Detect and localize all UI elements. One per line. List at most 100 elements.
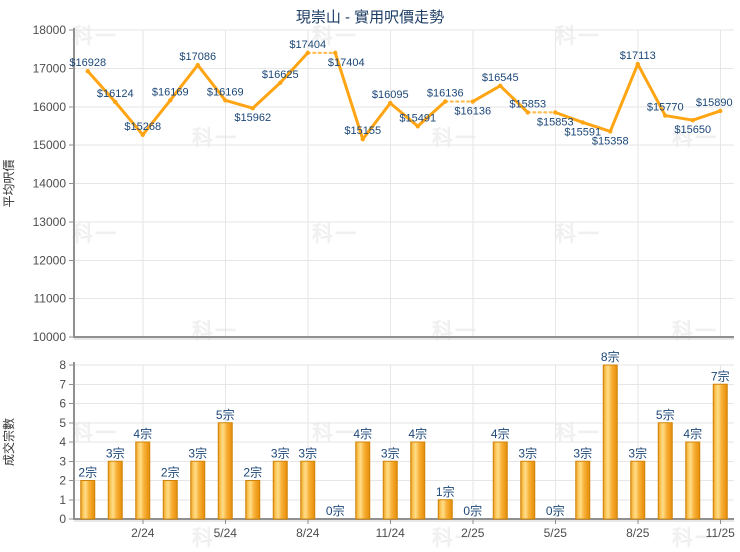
data-point	[195, 62, 200, 68]
x-tick-label: 2/25	[461, 526, 485, 540]
price-data-label: $15491	[399, 112, 436, 124]
volume-bar	[685, 441, 701, 520]
price-line-segment	[691, 109, 722, 122]
price-line-segment	[196, 63, 227, 102]
price-data-label: $16545	[482, 72, 519, 84]
data-point	[498, 83, 503, 89]
data-point	[415, 124, 420, 129]
volume-ytick-label: 8	[59, 358, 66, 372]
price-line-segment	[471, 84, 502, 104]
volume-bar	[245, 480, 261, 520]
price-line-segment	[113, 100, 145, 137]
volume-bar	[520, 460, 536, 520]
volume-bar	[107, 460, 123, 520]
volume-bar	[300, 460, 316, 520]
price-line-segment	[168, 63, 200, 102]
watermark: 科一	[192, 527, 238, 550]
watermark: 科一	[72, 25, 118, 48]
price-line-segment	[663, 114, 695, 122]
price-data-label: $16136	[454, 106, 491, 118]
price-data-label: $17086	[179, 51, 216, 63]
price-line-series	[85, 50, 723, 142]
volume-axis-title: 成交宗數	[1, 418, 16, 466]
price-data-label: $16928	[69, 57, 106, 69]
volume-bar	[630, 460, 646, 520]
price-ytick-label: 10000	[33, 330, 67, 344]
price-line-segment	[416, 100, 447, 128]
volume-bar	[272, 460, 288, 520]
price-data-label: $16124	[97, 88, 134, 100]
volume-ytick-label: 2	[59, 474, 66, 488]
data-point	[360, 136, 365, 142]
price-ytick-label: 16000	[33, 100, 67, 114]
bar-label: 4宗	[133, 426, 152, 441]
data-point	[525, 110, 530, 115]
bar-label: 2宗	[243, 465, 262, 480]
price-data-label: $16169	[207, 86, 244, 98]
bar-label: 0宗	[546, 503, 565, 518]
data-point	[388, 100, 393, 106]
bar-label: 4宗	[353, 426, 372, 441]
watermark: 科一	[432, 127, 478, 150]
price-line-segment	[553, 110, 585, 124]
watermark: 科一	[555, 223, 601, 246]
data-point	[250, 106, 255, 111]
volume-bar	[657, 422, 673, 520]
price-line-segment	[498, 84, 530, 114]
data-point	[443, 99, 448, 104]
price-data-label: $15770	[647, 102, 684, 114]
data-point	[718, 108, 723, 114]
watermark: 科一	[672, 527, 718, 550]
price-line-segment	[636, 62, 667, 118]
x-tick-label: 11/25	[706, 526, 735, 540]
price-data-label: $15853	[509, 98, 546, 110]
data-point	[580, 120, 585, 125]
price-data-label: $16136	[427, 88, 464, 100]
bar-label: 0宗	[326, 503, 345, 518]
bar-label: 2宗	[161, 465, 180, 480]
price-data-label: $17404	[289, 39, 326, 51]
price-data-label: $15591	[564, 126, 601, 138]
chart-title: 現崇山 - 實用呎價走勢	[295, 9, 445, 26]
volume-bar	[217, 422, 233, 520]
axis-layer: 10000 11000 12000 13000 14000 15000 16000 17000…	[1, 23, 735, 540]
volume-bar	[575, 460, 591, 520]
price-line-segment	[251, 81, 282, 110]
volume-bar	[382, 460, 398, 520]
x-tick-label: 8/25	[626, 526, 650, 540]
price-data-label: $15853	[537, 116, 574, 128]
bar-label: 3宗	[628, 445, 647, 460]
bar-label: 3宗	[298, 445, 317, 460]
volume-ytick-label: 0	[59, 512, 66, 526]
volume-bar	[437, 499, 453, 520]
price-ytick-label: 18000	[33, 23, 67, 37]
x-tick-label: 5/24	[214, 526, 238, 540]
volume-bar	[190, 460, 206, 520]
data-point	[168, 98, 173, 103]
volume-ytick-label: 7	[59, 377, 66, 391]
price-data-label: $15268	[124, 121, 161, 133]
price-line-segment	[141, 98, 172, 137]
volume-ytick-label: 5	[59, 416, 66, 430]
bar-label: 4宗	[408, 426, 427, 441]
bar-label: 5宗	[656, 407, 675, 422]
price-data-labels: $16928 $16124 $15268 $16169 $17086 $16169 $159…	[69, 39, 732, 148]
grid-layer	[74, 29, 734, 519]
volume-bar	[80, 480, 96, 520]
volume-ytick-label: 6	[59, 397, 66, 411]
volume-ytick-label: 4	[59, 435, 66, 449]
volume-ytick-label: 1	[59, 493, 66, 507]
watermark: 科一	[312, 422, 358, 445]
data-point	[278, 80, 283, 85]
price-line-segment	[278, 51, 310, 85]
bar-label: 1宗	[436, 484, 455, 499]
price-ytick-label: 11000	[34, 292, 67, 306]
price-ytick-label: 14000	[33, 177, 67, 191]
bar-label: 0宗	[463, 503, 482, 518]
watermark: 科一	[672, 127, 718, 150]
bar-label: 5宗	[216, 407, 235, 422]
volume-bar	[162, 480, 178, 520]
